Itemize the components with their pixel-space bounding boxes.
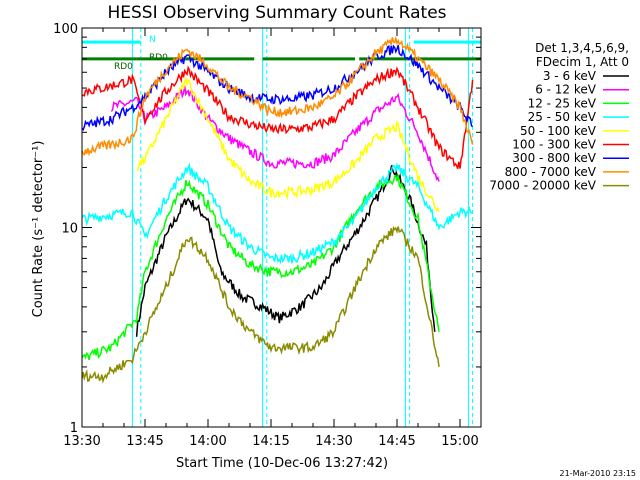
- annotation-rd0-left: RD0: [114, 62, 133, 72]
- x-tick-label: 14:30: [315, 434, 352, 449]
- axes: 13:30 13:45 14:00 14:15 14:30 14:45 15:00 1 10 10…: [53, 22, 482, 449]
- legend-label: 3 - 6 keV: [543, 69, 597, 83]
- chart-title: HESSI Observing Summary Count Rates: [107, 3, 446, 23]
- x-tick-label: 13:45: [126, 434, 163, 449]
- series-line-3-6-kev: [135, 165, 436, 337]
- legend-header-line-2: FDecim 1, Att 0: [536, 55, 629, 69]
- series-line-800-7000-kev: [81, 35, 474, 157]
- annotation-rd0-right: RD0: [149, 53, 168, 63]
- x-tick-label: 14:00: [189, 434, 226, 449]
- legend-label: 300 - 800 keV: [512, 151, 596, 165]
- annotation-n: N: [149, 35, 156, 45]
- y-tick-label: 100: [53, 22, 78, 37]
- series-line-25-50-kev: [81, 162, 474, 265]
- legend-label: 12 - 25 keV: [528, 96, 597, 110]
- series-line-50-100-kev: [136, 76, 440, 212]
- series-line-100-300-kev: [81, 65, 474, 170]
- legend-label: 25 - 50 keV: [528, 110, 597, 124]
- series-lines: [81, 35, 474, 384]
- x-tick-label: 13:30: [63, 434, 100, 449]
- series-line-12-25-kev: [81, 174, 440, 360]
- y-tick-label: 1: [70, 421, 78, 436]
- x-tick-label: 14:45: [378, 434, 415, 449]
- legend-label: 100 - 300 keV: [512, 138, 596, 152]
- y-axis-label: Count Rate (s⁻¹ detector⁻¹): [31, 141, 46, 318]
- legend-label: 50 - 100 keV: [520, 124, 597, 138]
- series-line-6-12-kev: [110, 85, 440, 182]
- legend-label: 7000 - 20000 keV: [489, 179, 596, 193]
- legend-header-line-1: Det 1,3,4,5,6,9,: [535, 41, 629, 55]
- footer-timestamp: 21-Mar-2010 23:15: [560, 469, 637, 478]
- x-tick-label: 15:00: [441, 434, 478, 449]
- legend-label: 6 - 12 keV: [535, 83, 597, 97]
- x-axis-label: Start Time (10-Dec-06 13:27:42): [176, 456, 388, 471]
- y-tick-label: 10: [61, 222, 78, 237]
- series-line-7000-20000-kev: [81, 226, 440, 384]
- legend-label: 800 - 7000 keV: [505, 165, 597, 179]
- x-tick-label: 14:15: [252, 434, 289, 449]
